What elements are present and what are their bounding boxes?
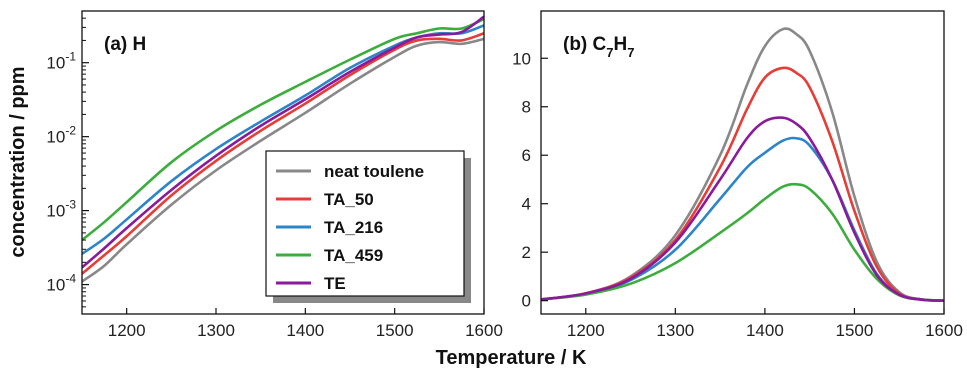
panel-b-y-tick-label: 0	[522, 292, 531, 311]
panel-a-x-tick-label: 1600	[465, 321, 503, 340]
y-axis-title: concentration / ppm	[7, 66, 29, 257]
panel-a-title: (a) H	[104, 34, 146, 55]
panel-a-series-group	[82, 15, 484, 283]
panel-b-x-tick-label: 1300	[656, 321, 694, 340]
panel-b-series-group	[541, 27, 944, 302]
x-axis-title: Temperature / K	[436, 347, 587, 369]
panel-a-hydrogen: 1200 1300 1400 1500 1600 10-4 10-3 10-2 10-1 (a)…	[46, 10, 503, 340]
panel-a-x-tick-label: 1300	[197, 321, 235, 340]
legend-label-ta-459: TA_459	[324, 246, 383, 265]
legend: neat toulene TA_50 TA_216 TA_459 TE	[265, 150, 471, 303]
panel-a-series-neat-toulene	[82, 37, 484, 283]
panel-b-frame	[540, 10, 945, 315]
panel-b-title-h: H	[614, 34, 628, 55]
panel-a-y-tick-label: 10-1	[46, 50, 76, 73]
panel-a-x-tick-label: 1200	[108, 321, 146, 340]
legend-label-ta-216: TA_216	[324, 218, 383, 237]
panel-b-series-neat-toulene	[541, 27, 944, 302]
panel-b-y-tick-label: 10	[512, 49, 531, 68]
legend-label-te: TE	[324, 274, 346, 293]
panel-a-series-ta-50	[82, 32, 484, 275]
panel-b-y-tick-label: 8	[522, 98, 531, 117]
legend-label-neat-toulene: neat toulene	[324, 162, 424, 181]
panel-a-series-ta-216	[82, 24, 484, 255]
panel-b-series-ta-50	[541, 66, 944, 302]
panel-b-series-te	[541, 116, 944, 302]
panel-a-x-tick-label: 1400	[286, 321, 324, 340]
legend-items: neat toulene TA_50 TA_216 TA_459 TE	[276, 162, 424, 293]
panel-b-x-tick-label: 1500	[836, 321, 874, 340]
panel-b-y-tick-label: 2	[522, 243, 531, 262]
panel-b-x-tick-label: 1400	[746, 321, 784, 340]
panel-b-ticks: 1200 1300 1400 1500 1600 0 2 4 6 8 10	[512, 49, 963, 340]
panel-a-y-tick-label: 10-4	[46, 272, 76, 295]
panel-b-y-tick-label: 4	[522, 195, 531, 214]
panel-a-y-tick-label: 10-3	[46, 198, 76, 221]
panel-b-x-tick-label: 1200	[567, 321, 605, 340]
panel-b-title-subscript-2: 7	[627, 45, 634, 60]
panel-a-y-tick-label: 10-2	[46, 124, 76, 147]
panel-a-series-te	[82, 15, 484, 269]
panel-a-series-ta-459	[82, 17, 484, 242]
panel-b-x-tick-label: 1600	[925, 321, 963, 340]
panel-a-frame	[81, 10, 485, 315]
panel-b-title: (b) C7H7	[563, 34, 634, 60]
legend-box	[265, 150, 465, 297]
panel-b-title-subscript-1: 7	[606, 45, 613, 60]
panel-a-ticks: 1200 1300 1400 1500 1600 10-4 10-3 10-2 10-1	[46, 10, 503, 340]
panel-b-title-prefix: (b) C	[563, 34, 607, 55]
legend-label-ta-50: TA_50	[324, 190, 374, 209]
panel-b-y-tick-label: 6	[522, 146, 531, 165]
panel-a-x-tick-label: 1500	[376, 321, 414, 340]
